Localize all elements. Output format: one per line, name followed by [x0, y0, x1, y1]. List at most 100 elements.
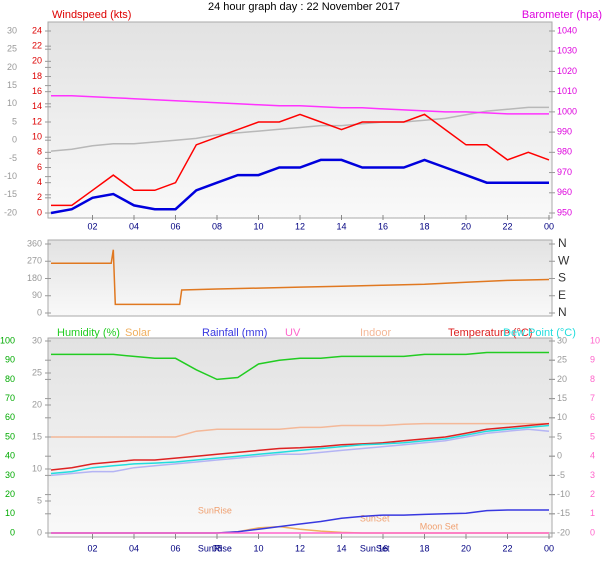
annotation: Moon Set — [420, 521, 459, 531]
y-tick-label: 90 — [5, 355, 15, 365]
series-line — [51, 249, 550, 306]
annotation: SunSet — [360, 513, 390, 523]
y4-tick-label: 2 — [590, 489, 595, 499]
y-tick-label: 40 — [5, 451, 15, 461]
plot-area — [47, 239, 553, 317]
x-tick-label: 12 — [295, 221, 305, 231]
y-tick-label: 80 — [5, 374, 15, 384]
y-tick-label: 24 — [32, 25, 42, 35]
y-tick-label: 30 — [5, 470, 15, 480]
y-tick-label: 22 — [32, 41, 42, 51]
y-tick-label: 8 — [37, 147, 42, 157]
x-tick-label: 04 — [129, 221, 139, 231]
x-event-label: SunSet — [360, 543, 390, 553]
x-tick-label: 00 — [544, 221, 554, 231]
y3-tick-label: 15 — [557, 393, 567, 403]
y-tick-label: 10 — [32, 132, 42, 142]
x-tick-label: 06 — [170, 221, 180, 231]
y3-tick-label: 30 — [557, 335, 567, 345]
y-axis-label: Windspeed (kts) — [52, 9, 131, 21]
y3-tick-label: -10 — [557, 489, 570, 499]
series-line — [51, 422, 549, 438]
y3-tick-label: 20 — [557, 374, 567, 384]
y2-tick-label: 1020 — [557, 66, 577, 76]
y4-tick-label: 7 — [590, 393, 595, 403]
y3-tick-label: -5 — [9, 153, 17, 163]
y4-tick-label: 6 — [590, 412, 595, 422]
y3-tick-label: 10 — [557, 412, 567, 422]
chart-title: 24 hour graph day : 22 November 2017 — [208, 1, 400, 13]
y3-tick-label: 0 — [12, 135, 17, 145]
y2-tick-label: 950 — [557, 207, 572, 217]
y-tick-label: 60 — [5, 412, 15, 422]
y-tick-label: 20 — [5, 489, 15, 499]
legend-entry: Humidity (%) — [57, 327, 120, 339]
y2-tick-label: 980 — [557, 147, 572, 157]
y2-tick-label: 1010 — [557, 86, 577, 96]
y2-tick-label: N — [558, 305, 567, 319]
legend-entry: Rainfall (mm) — [202, 327, 267, 339]
series-line — [51, 94, 549, 115]
y-tick-label: 0 — [10, 527, 15, 537]
series-line — [50, 428, 550, 477]
x-tick-label: 16 — [378, 543, 388, 553]
y3-tick-label: -5 — [557, 470, 565, 480]
x-tick-label: 08 — [212, 543, 222, 553]
y-tick-label: 0 — [37, 207, 42, 217]
x-tick-label: 22 — [502, 543, 512, 553]
y-tick-label: 16 — [32, 86, 42, 96]
plot-area — [47, 21, 553, 219]
y-tick-label: 20 — [32, 56, 42, 66]
y4-tick-label: 4 — [590, 451, 595, 461]
x-tick-label: 02 — [87, 221, 97, 231]
y-tick-label: 10 — [5, 508, 15, 518]
y3-tick-label: -10 — [4, 171, 17, 181]
x-tick-label: 10 — [253, 543, 263, 553]
y2-tick-label: 20 — [32, 399, 42, 409]
series-line — [51, 351, 549, 381]
y3-tick-label: 0 — [557, 451, 562, 461]
y4-tick-label: 3 — [590, 470, 595, 480]
x-tick-label: 18 — [419, 221, 429, 231]
y2-tick-label: S — [558, 271, 566, 285]
y2-tick-label: 0 — [37, 527, 42, 537]
y3-tick-label: -20 — [557, 527, 570, 537]
y4-tick-label: 8 — [590, 374, 595, 384]
y-tick-label: 270 — [27, 256, 42, 266]
legend-entry: Temperature (°C) — [448, 327, 532, 339]
y-tick-label: 100 — [0, 335, 15, 345]
legend-entry: UV — [285, 327, 301, 339]
annotation: SunRise — [198, 505, 232, 515]
series-line — [50, 424, 550, 475]
y2-tick-label: E — [558, 288, 566, 302]
y-tick-label: 18 — [32, 71, 42, 81]
x-tick-label: 18 — [419, 543, 429, 553]
y2-tick-label: 960 — [557, 187, 572, 197]
y4-tick-label: 1 — [590, 508, 595, 518]
x-tick-label: 10 — [253, 221, 263, 231]
y-tick-label: 360 — [27, 238, 42, 248]
y3-tick-label: 25 — [557, 355, 567, 365]
y2-tick-label: 1040 — [557, 25, 577, 35]
series-line — [50, 158, 549, 215]
x-tick-label: 20 — [461, 221, 471, 231]
y3-tick-label: 15 — [7, 80, 17, 90]
series-line — [51, 113, 550, 207]
y3-tick-label: -15 — [4, 189, 17, 199]
x-tick-label: 14 — [336, 543, 346, 553]
y-tick-label: 180 — [27, 273, 42, 283]
legend-entry: Indoor — [360, 327, 392, 339]
y2-tick-label: 10 — [32, 463, 42, 473]
y4-tick-label: 5 — [590, 431, 595, 441]
y4-tick-label: 9 — [590, 355, 595, 365]
x-tick-label: 20 — [461, 543, 471, 553]
x-tick-label: 12 — [295, 543, 305, 553]
x-tick-label: 22 — [502, 221, 512, 231]
y2-tick-label: N — [558, 236, 567, 250]
y-tick-label: 12 — [32, 116, 42, 126]
x-tick-label: 04 — [129, 543, 139, 553]
series-line — [50, 106, 549, 152]
y3-tick-label: -15 — [557, 508, 570, 518]
y2-tick-label: 990 — [557, 126, 572, 136]
